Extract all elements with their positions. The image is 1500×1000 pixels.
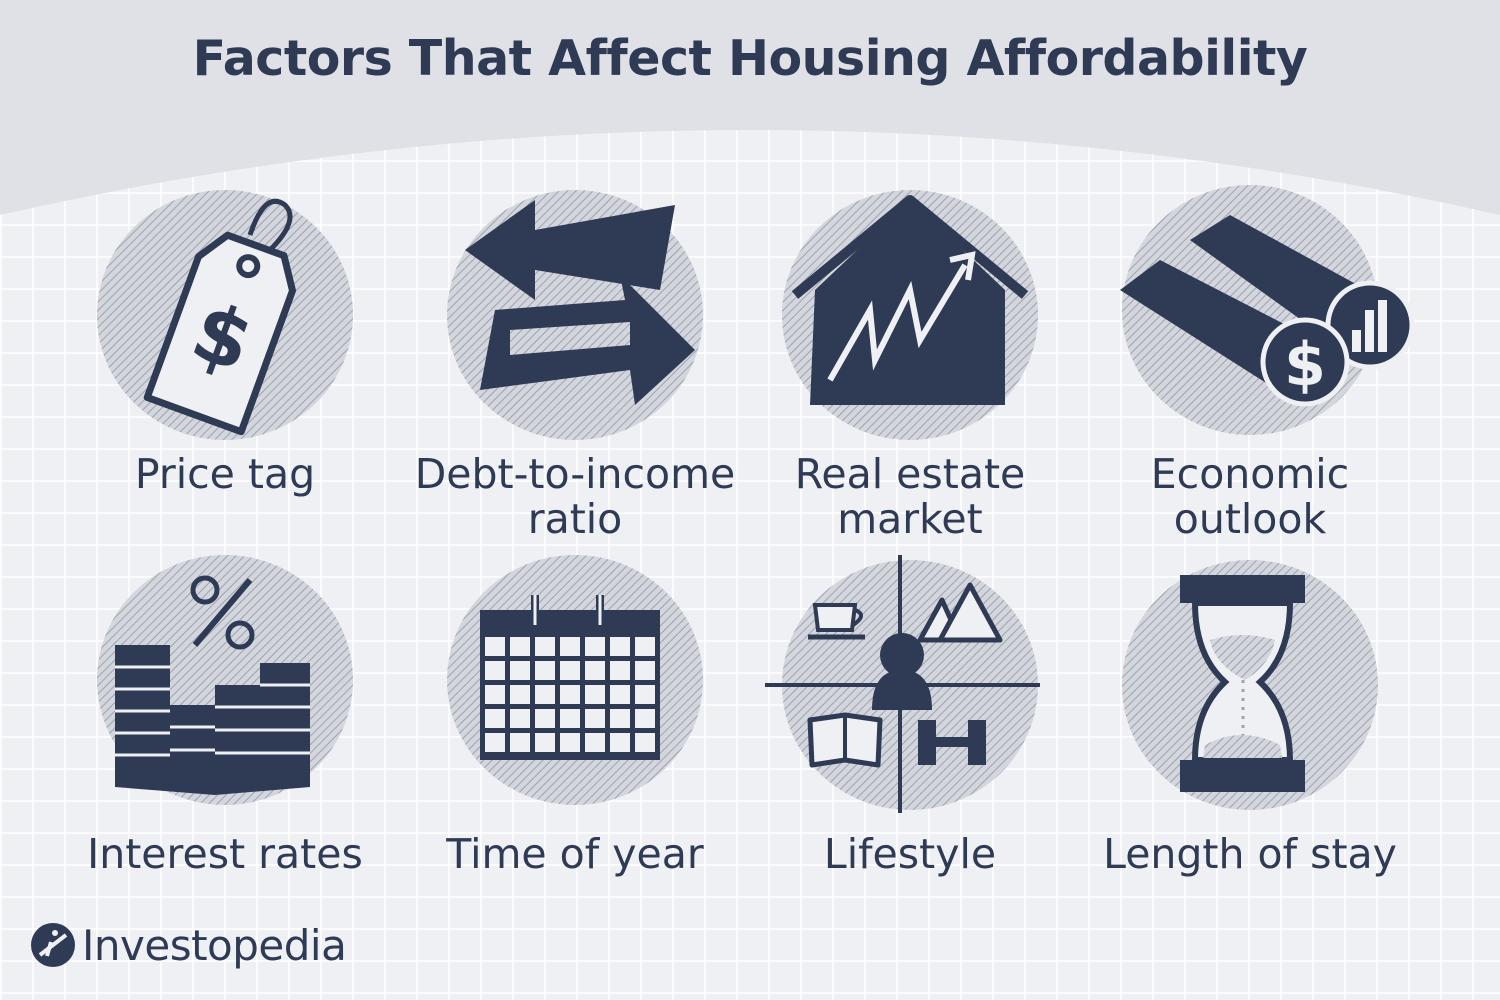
calendar-day-cell (485, 733, 505, 752)
percent-stacks-icon (97, 555, 353, 805)
calendar-day-cell (485, 709, 505, 728)
calendar-day-cell (485, 661, 505, 680)
factor-lifestyle: Lifestyle (725, 555, 1095, 935)
calendar-day-cell (535, 637, 555, 656)
calendar-day-cell (560, 661, 580, 680)
brand-name: Investopedia (82, 921, 347, 970)
factor-label: Economic outlook (1150, 450, 1350, 543)
calendar-day-cell (560, 685, 580, 704)
factor-label: Price tag (134, 450, 316, 498)
binoculars-icon: $ (1120, 185, 1415, 435)
calendar-day-cell (560, 709, 580, 728)
calendar-day-cell (560, 733, 580, 752)
calendar-day-cell (510, 685, 530, 704)
investopedia-logo-icon (31, 923, 75, 967)
calendar-day-cell (635, 661, 655, 680)
calendar-day-cell (510, 733, 530, 752)
calendar-day-cell (610, 709, 630, 728)
calendar-day-cell (635, 637, 655, 656)
calendar-day-cell (585, 685, 605, 704)
calendar-day-cell (535, 709, 555, 728)
calendar-day-cell (585, 709, 605, 728)
hourglass-icon (1122, 560, 1378, 810)
svg-text:$: $ (1284, 330, 1326, 400)
header-band (0, 0, 1500, 215)
calendar-day-cell (610, 733, 630, 752)
factor-interest-rates: Interest rates (40, 555, 410, 935)
factor-length-of-stay: Length of stay (1065, 555, 1435, 935)
calendar-day-cell (535, 661, 555, 680)
factor-price-tag: $ Price tag (40, 180, 410, 560)
factor-label: Real estate market (794, 450, 1026, 543)
arrows-icon (447, 190, 703, 440)
calendar-day-cell (535, 685, 555, 704)
factor-debt-to-income: Debt-to-income ratio (390, 180, 760, 560)
calendar-day-cell (510, 637, 530, 656)
factor-label: Debt-to-income ratio (414, 450, 736, 543)
calendar-day-cell (635, 733, 655, 752)
factor-label: Lifestyle (823, 830, 997, 878)
calendar-day-cell (610, 637, 630, 656)
price-tag-icon: $ (97, 190, 353, 440)
lifestyle-icon (765, 555, 1040, 813)
calendar-day-cell (485, 685, 505, 704)
factor-label: Time of year (446, 830, 704, 878)
factor-economic-outlook: $ Economic outlook (1065, 180, 1435, 560)
factor-real-estate: Real estate market (725, 180, 1095, 560)
calendar-day-cell (610, 685, 630, 704)
calendar-day-cell (635, 685, 655, 704)
calendar-day-cell (510, 709, 530, 728)
calendar-day-cell (485, 637, 505, 656)
calendar-day-cell (535, 733, 555, 752)
calendar-day-cell (585, 733, 605, 752)
house-chart-icon (782, 190, 1038, 440)
calendar-day-cell (635, 709, 655, 728)
calendar-day-cell (585, 637, 605, 656)
page-title: Factors That Affect Housing Affordabilit… (192, 30, 1308, 87)
calendar-day-cell (560, 637, 580, 656)
factor-time-of-year: Time of year (390, 555, 760, 935)
factor-label: Length of stay (1103, 830, 1397, 878)
calendar-day-cell (585, 661, 605, 680)
calendar-day-cell (610, 661, 630, 680)
factor-label: Interest rates (87, 830, 363, 878)
calendar-icon (447, 555, 703, 805)
calendar-day-cell (510, 661, 530, 680)
